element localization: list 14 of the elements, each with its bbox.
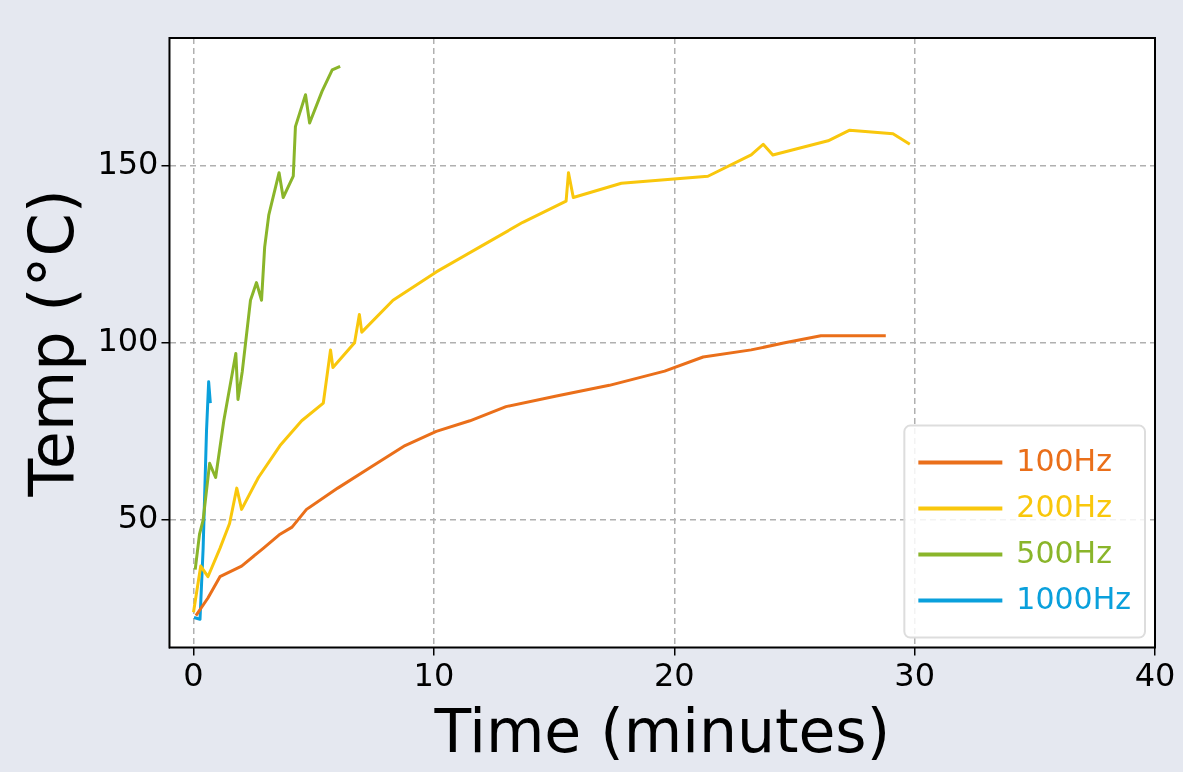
y-axis-title: Temp (°C): [15, 189, 89, 498]
legend-label: 500Hz: [1016, 535, 1112, 571]
y-tick-label: 100: [97, 321, 159, 360]
legend-label: 100Hz: [1016, 443, 1112, 479]
x-tick-label: 10: [413, 656, 455, 695]
x-tick-label: 30: [894, 656, 935, 695]
y-tick-label: 50: [117, 498, 159, 537]
legend-label: 200Hz: [1016, 489, 1112, 525]
y-tick-label: 150: [97, 143, 159, 182]
legend-label: 1000Hz: [1016, 581, 1131, 617]
x-axis-title: Time (minutes): [433, 695, 891, 766]
x-tick-label: 40: [1134, 656, 1176, 695]
x-tick-label: 20: [653, 656, 695, 695]
x-tick-label: 0: [183, 656, 204, 695]
